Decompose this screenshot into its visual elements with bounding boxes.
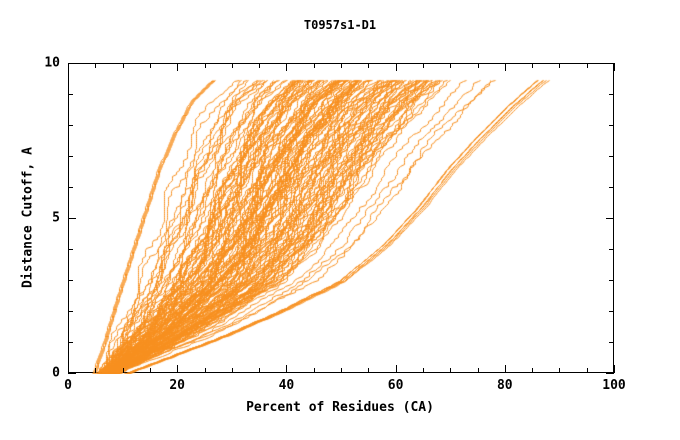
x-tick-bottom — [68, 365, 69, 373]
x-tick-bottom — [259, 368, 261, 373]
plot-data-canvas — [69, 64, 615, 374]
x-tick-top — [368, 63, 370, 68]
y-tick-right — [606, 63, 614, 64]
x-tick-bottom — [559, 368, 561, 373]
x-tick-bottom — [341, 368, 342, 373]
x-tick-top — [532, 63, 534, 68]
y-tick-left — [68, 218, 76, 219]
x-tick-bottom — [395, 365, 397, 373]
x-tick-top — [231, 63, 233, 68]
x-tick-bottom — [231, 368, 233, 373]
x-axis-label: Percent of Residues (CA) — [246, 400, 434, 415]
x-tick-bottom — [122, 368, 124, 373]
x-tick-top — [586, 63, 588, 68]
x-tick-top — [149, 63, 151, 68]
y-tick-left — [68, 125, 73, 126]
y-tick-left — [68, 342, 73, 343]
x-tick-top — [286, 63, 288, 71]
x-tick-top — [477, 63, 479, 68]
chart-title: T0957s1-D1 — [303, 18, 377, 32]
y-tick-left — [68, 373, 76, 374]
y-tick-left — [68, 187, 73, 188]
y-tick-left — [68, 280, 73, 281]
x-tick-label: 0 — [64, 378, 72, 393]
x-tick-bottom — [450, 368, 452, 373]
x-tick-bottom — [368, 368, 370, 373]
x-tick-bottom — [532, 368, 534, 373]
y-tick-right — [609, 280, 614, 281]
x-tick-top — [341, 63, 342, 68]
x-tick-top — [422, 63, 424, 68]
y-tick-right — [609, 125, 614, 126]
x-tick-top — [177, 63, 179, 71]
x-tick-top — [122, 63, 124, 68]
y-tick-label: 5 — [52, 210, 60, 226]
y-tick-left — [68, 311, 73, 312]
y-axis-label: Distance Cutoff, A — [20, 147, 36, 288]
x-tick-bottom — [422, 368, 424, 373]
y-tick-right — [609, 94, 614, 95]
x-tick-top — [204, 63, 206, 68]
plot-frame — [68, 63, 615, 374]
x-tick-bottom — [149, 368, 151, 373]
x-tick-label: 40 — [278, 378, 295, 393]
y-tick-left — [68, 156, 73, 157]
x-tick-top — [614, 63, 615, 71]
x-tick-label: 80 — [496, 378, 513, 393]
y-tick-right — [606, 218, 614, 219]
x-tick-label: 60 — [387, 378, 404, 393]
y-tick-right — [609, 187, 614, 188]
x-tick-top — [259, 63, 261, 68]
y-tick-right — [606, 373, 614, 374]
x-tick-top — [313, 63, 315, 68]
x-tick-label: 100 — [602, 378, 626, 393]
x-tick-bottom — [477, 368, 479, 373]
y-tick-left — [68, 94, 73, 95]
x-tick-bottom — [586, 368, 588, 373]
y-tick-right — [609, 342, 614, 343]
x-tick-top — [68, 63, 69, 71]
y-tick-right — [609, 311, 614, 312]
y-tick-right — [609, 156, 614, 157]
x-tick-bottom — [286, 365, 288, 373]
x-tick-label: 20 — [169, 378, 186, 393]
x-tick-top — [395, 63, 397, 71]
y-tick-left — [68, 63, 76, 64]
x-tick-top — [95, 63, 97, 68]
x-tick-bottom — [504, 365, 506, 373]
x-tick-bottom — [313, 368, 315, 373]
y-tick-left — [68, 249, 73, 250]
y-tick-label: 10 — [44, 55, 60, 71]
y-tick-right — [609, 249, 614, 250]
x-tick-top — [559, 63, 561, 68]
x-tick-top — [450, 63, 452, 68]
x-tick-bottom — [95, 368, 97, 373]
y-tick-label: 0 — [52, 365, 60, 381]
x-tick-bottom — [204, 368, 206, 373]
x-tick-bottom — [614, 365, 615, 373]
x-tick-bottom — [177, 365, 179, 373]
x-tick-top — [504, 63, 506, 71]
